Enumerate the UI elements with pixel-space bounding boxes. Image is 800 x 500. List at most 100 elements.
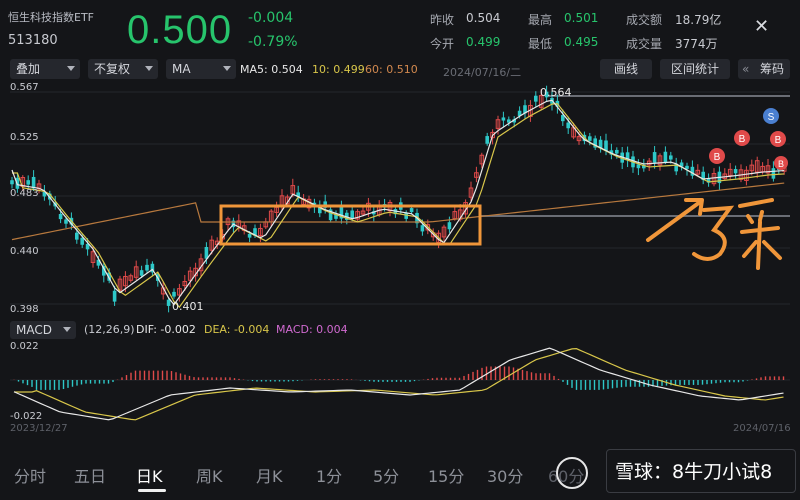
buy-badge-text: B — [775, 135, 782, 146]
draw-line-button[interactable]: 画线 — [600, 59, 652, 79]
macd-params: (12,26,9) — [84, 323, 135, 336]
candle-body — [182, 281, 188, 287]
candle-body — [133, 266, 139, 278]
candle-body — [31, 176, 36, 189]
candle-body — [80, 237, 84, 245]
y-label: 0.440 — [10, 246, 39, 257]
candle-body — [58, 213, 63, 220]
buy-badge-text: B — [739, 134, 746, 145]
overlay-dropdown[interactable]: 叠加 — [10, 59, 80, 79]
chevron-down-icon — [223, 66, 231, 71]
candle-body — [754, 160, 760, 173]
candle-body — [296, 192, 300, 197]
buy-badge-text: B — [778, 159, 784, 169]
candle-body — [117, 278, 123, 291]
candle-body — [485, 136, 489, 144]
candle-body — [706, 178, 711, 183]
candle-body — [474, 172, 479, 178]
candle-body — [247, 233, 252, 238]
adjust-dropdown[interactable]: 不复权 — [88, 59, 158, 79]
candle-body — [204, 246, 209, 259]
candle-body — [669, 155, 673, 160]
candle-body — [145, 264, 149, 271]
candle-body — [404, 212, 408, 219]
tab-five-day[interactable]: 五日 — [74, 467, 107, 486]
chevron-left-icon: « — [742, 62, 750, 76]
cursor-date: 2024/07/16/二 — [443, 66, 522, 79]
candle-body — [177, 288, 182, 296]
tab-weekly-k[interactable]: 周K — [196, 467, 223, 486]
tab-monthly-k[interactable]: 月K — [256, 467, 283, 486]
buy-badge[interactable] — [770, 131, 786, 147]
sell-badge[interactable] — [763, 108, 779, 124]
kline-chart[interactable]: B B B B S 0.564 0.401 — [0, 82, 800, 318]
candle-body — [372, 211, 376, 215]
signal-badges: B B B B S — [709, 108, 788, 170]
candle-body — [139, 270, 144, 276]
candle-body — [512, 119, 516, 123]
candle-body — [10, 180, 14, 185]
open-value: 0.499 — [466, 35, 501, 49]
buy-badge[interactable] — [734, 130, 750, 146]
buy-badge[interactable] — [709, 148, 725, 164]
candle-body — [258, 227, 263, 237]
chips-button[interactable]: « 筹码 — [738, 59, 790, 79]
candle-body — [441, 226, 447, 238]
low-value: 0.495 — [564, 35, 599, 49]
candle-body — [544, 91, 549, 98]
tab-intraday[interactable]: 分时 — [14, 467, 47, 486]
ma10-line — [12, 103, 785, 308]
buy-badge[interactable] — [774, 156, 788, 170]
high-marker: 0.564 — [540, 86, 572, 99]
macd-label: MACD — [16, 323, 52, 337]
tab-30min[interactable]: 30分 — [487, 467, 524, 486]
indicator-dropdown[interactable]: MA — [166, 59, 236, 79]
high-label: 最高 — [528, 13, 553, 27]
candle-body — [615, 149, 619, 154]
candle-body — [334, 213, 338, 219]
candle-body — [695, 169, 701, 175]
candle-body — [765, 165, 771, 174]
tab-5min[interactable]: 5分 — [373, 467, 400, 486]
candle-body — [107, 272, 111, 281]
ma60-line — [11, 182, 785, 241]
macd-chart[interactable] — [0, 340, 800, 436]
candle-body — [328, 209, 333, 221]
candle-body — [468, 187, 474, 198]
tab-daily-k[interactable]: 日K — [136, 467, 163, 486]
candle-body — [253, 228, 257, 236]
ma60-value: 60: 0.510 — [365, 63, 418, 76]
volume-value: 3774万 — [675, 37, 718, 51]
interval-stats-button[interactable]: 区间统计 — [660, 59, 730, 79]
candle-body — [96, 259, 101, 266]
candle-body — [523, 105, 527, 114]
candle-body — [128, 275, 134, 281]
candle-body — [657, 155, 663, 166]
turnover-value: 18.79亿 — [675, 13, 722, 27]
ma5-value: MA5: 0.504 — [240, 63, 303, 76]
macd-header: MACD (12,26,9) DIF: -0.002 DEA: -0.004 M… — [0, 320, 800, 339]
y-label: 0.483 — [10, 188, 39, 199]
sell-badge-text: S — [768, 112, 775, 123]
tab-1min[interactable]: 1分 — [316, 467, 343, 486]
chevron-down-icon — [63, 327, 71, 332]
candle-body — [674, 163, 678, 172]
turnover-label: 成交额 — [626, 13, 663, 27]
candle-body — [538, 95, 544, 108]
macd-dropdown[interactable]: MACD — [10, 321, 76, 339]
candle-body — [85, 243, 90, 250]
candle-body — [679, 162, 684, 167]
candle-body — [561, 115, 565, 122]
candle-body — [733, 169, 738, 174]
candle-body — [420, 225, 425, 232]
low-marker: 0.401 — [172, 300, 204, 313]
candle-body — [749, 164, 755, 172]
prev-close-label: 昨收 — [430, 13, 455, 27]
candle-body — [355, 211, 360, 220]
candle-body — [598, 139, 603, 149]
candle-body — [588, 136, 592, 141]
macd-dif: DIF: -0.002 — [136, 323, 196, 336]
tab-15min[interactable]: 15分 — [428, 467, 465, 486]
macd-value: MACD: 0.004 — [276, 323, 348, 336]
close-icon[interactable]: ✕ — [754, 16, 770, 37]
